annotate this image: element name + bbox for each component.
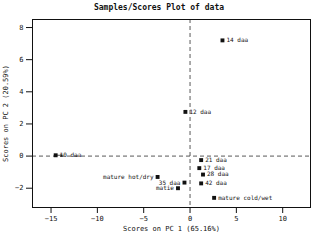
svg-text:10 daa: 10 daa bbox=[60, 151, 82, 158]
svg-text:17 daa: 17 daa bbox=[203, 164, 225, 172]
svg-text:matie: matie bbox=[156, 184, 174, 191]
svg-text:−15: −15 bbox=[45, 215, 58, 223]
svg-text:28 daa: 28 daa bbox=[207, 170, 229, 177]
svg-text:mature cold/wet: mature cold/wet bbox=[218, 194, 273, 201]
svg-text:mature hot/dry: mature hot/dry bbox=[103, 173, 154, 181]
svg-text:35 daa: 35 daa bbox=[158, 178, 181, 186]
svg-text:21 daa: 21 daa bbox=[205, 156, 227, 163]
svg-text:4: 4 bbox=[19, 88, 23, 96]
svg-text:6: 6 bbox=[19, 56, 23, 64]
svg-text:14 daa: 14 daa bbox=[226, 36, 248, 43]
svg-text:42 daa: 42 daa bbox=[205, 179, 227, 186]
html-text:Samples/Scores Plot of data: Samples/Scores Plot of data bbox=[94, 3, 224, 12]
svg-text:0: 0 bbox=[188, 215, 192, 223]
svg-text:−2: −2 bbox=[15, 184, 23, 192]
svg-text:Scores on PC 1 (65.16%): Scores on PC 1 (65.16%) bbox=[123, 225, 220, 233]
svg-text:−10: −10 bbox=[91, 215, 104, 223]
svg-text:2: 2 bbox=[19, 120, 23, 128]
svg-text:0: 0 bbox=[19, 152, 23, 160]
svg-text:Scores on PC 2 (20.59%): Scores on PC 2 (20.59%) bbox=[2, 65, 10, 162]
svg-text:5: 5 bbox=[234, 215, 238, 223]
svg-text:12 daa: 12 daa bbox=[189, 108, 211, 115]
svg-text:−5: −5 bbox=[139, 215, 147, 223]
svg-text:8: 8 bbox=[19, 24, 23, 32]
svg-text:10: 10 bbox=[278, 215, 286, 223]
